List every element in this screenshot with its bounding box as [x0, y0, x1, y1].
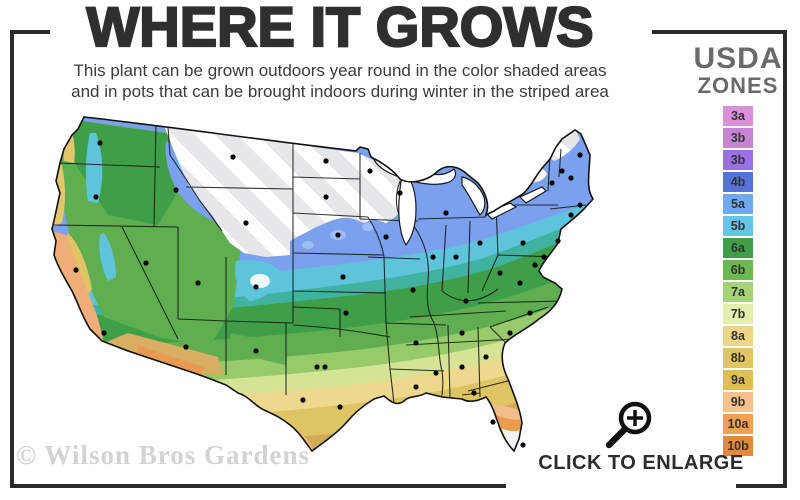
- click-to-enlarge-label[interactable]: CLICK TO ENLARGE: [538, 452, 744, 474]
- zone-chip-9a: 9a: [723, 370, 753, 390]
- light-blue-speckle: [302, 241, 314, 249]
- cascades-cyan-patch: [85, 133, 103, 203]
- subtitle-line-2: and in pots that can be brought indoors …: [71, 82, 609, 101]
- zone-chip-10a: 10a: [723, 414, 753, 434]
- colorado-white-patch: [250, 274, 270, 288]
- zone-chip-4b: 4b: [723, 172, 753, 192]
- us-map-svg: [51, 116, 595, 453]
- zone-chip-10b: 10b: [723, 436, 753, 456]
- watermark: © Wilson Bros Gardens: [16, 440, 310, 470]
- zone-chip-3b-2: 3b: [723, 150, 753, 170]
- lake-huron: [461, 176, 486, 216]
- light-blue-speckle: [362, 223, 374, 231]
- us-outline: [51, 116, 595, 453]
- frame-border-right: [783, 30, 787, 488]
- usda-zone-map[interactable]: [38, 105, 598, 465]
- usda-zones-legend: USDA ZONES 3a 3b 3b 4b 5a 5b 6a 6b 7a 7b…: [686, 44, 790, 458]
- zone-chip-3b: 3b: [723, 128, 753, 148]
- california-coast-orange: [52, 231, 104, 343]
- zone-chip-5a: 5a: [723, 194, 753, 214]
- city-dots: [73, 140, 583, 448]
- lake-ontario: [518, 186, 547, 204]
- zone-chip-6b: 6b: [723, 260, 753, 280]
- sierra-cyan-patch: [99, 233, 116, 281]
- striped-area-north: [163, 123, 408, 257]
- striped-area-maine: [546, 131, 580, 161]
- florida-orange-zone: [496, 415, 522, 431]
- subtitle-line-1: This plant can be grown outdoors year ro…: [73, 61, 607, 80]
- zone-chip-7a: 7a: [723, 282, 753, 302]
- washington-coast-gold: [63, 121, 75, 163]
- zone-chip-8b: 8b: [723, 348, 753, 368]
- frame-border-left: [10, 30, 14, 488]
- zone-chip-8a: 8a: [723, 326, 753, 346]
- zone-chip-9b: 9b: [723, 392, 753, 412]
- lake-michigan: [398, 169, 417, 247]
- frame-border-top-right: [652, 30, 787, 34]
- frame-border-top-left: [10, 30, 50, 34]
- zone-chip-3a: 3a: [723, 106, 753, 126]
- zone-chip-6a: 6a: [723, 238, 753, 258]
- legend-title-usda: USDA: [693, 42, 783, 75]
- frame-border-bottom-right: [736, 484, 787, 488]
- new-mexico-green-patch: [230, 333, 288, 365]
- magnifier-zoom-icon[interactable]: [598, 398, 662, 452]
- legend-zone-chips: 3a 3b 3b 4b 5a 5b 6a 6b 7a 7b 8a 8b 9a 9…: [723, 106, 753, 456]
- frame-border-bottom-left: [10, 484, 506, 488]
- legend-title-zones: ZONES: [697, 73, 779, 98]
- zone-chip-5b: 5b: [723, 216, 753, 236]
- subtitle: This plant can be grown outdoors year ro…: [20, 60, 660, 102]
- page-title: WHERE IT GROWS: [85, 0, 594, 59]
- zone-chip-7b: 7b: [723, 304, 753, 324]
- arizona-desert-orange: [136, 345, 204, 375]
